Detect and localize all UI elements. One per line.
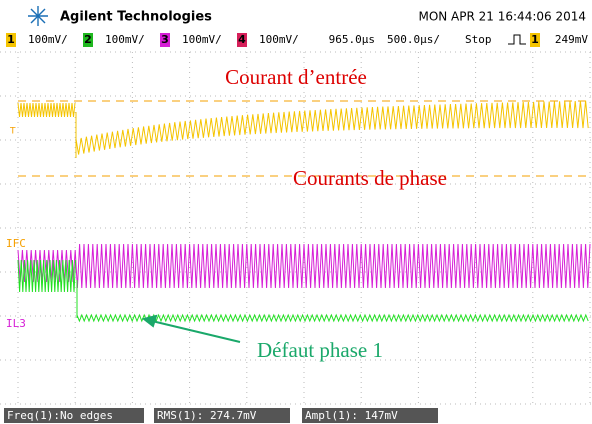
- measurement: Freq(1):No edges: [7, 409, 113, 422]
- trigger-channel: 1: [531, 33, 539, 46]
- channel-scale: 100mV/: [182, 33, 222, 46]
- delay: 965.0µs: [329, 33, 375, 46]
- channel-number: 1: [7, 33, 15, 46]
- logo: [28, 6, 48, 26]
- ifc-marker: IFC: [6, 237, 26, 250]
- trigger-level: 249mV: [555, 33, 588, 46]
- il3-marker: IL3: [6, 317, 26, 330]
- annotation: Courant d’entrée: [225, 65, 367, 89]
- channel-scale: 100mV/: [259, 33, 299, 46]
- channel-number: 4: [238, 33, 246, 46]
- annotation: Défaut phase 1: [257, 338, 383, 362]
- measurement: RMS(1): 274.7mV: [157, 409, 257, 422]
- scope-screen: Agilent Technologies MON APR 21 16:44:06…: [0, 0, 592, 424]
- annotation: Courants de phase: [293, 166, 447, 190]
- trigger-marker: T: [9, 127, 16, 137]
- channel-number: 3: [161, 33, 169, 46]
- brand: Agilent Technologies: [60, 10, 212, 25]
- run-status: Stop: [465, 33, 492, 46]
- channel-scale: 100mV/: [28, 33, 68, 46]
- channel-number: 2: [84, 33, 92, 46]
- measurement: Ampl(1): 147mV: [305, 409, 398, 422]
- datetime: MON APR 21 16:44:06 2014: [418, 10, 586, 24]
- scope-display: Agilent Technologies MON APR 21 16:44:06…: [0, 0, 592, 424]
- channel-scale: 100mV/: [105, 33, 145, 46]
- timebase: 500.0µs/: [387, 33, 440, 46]
